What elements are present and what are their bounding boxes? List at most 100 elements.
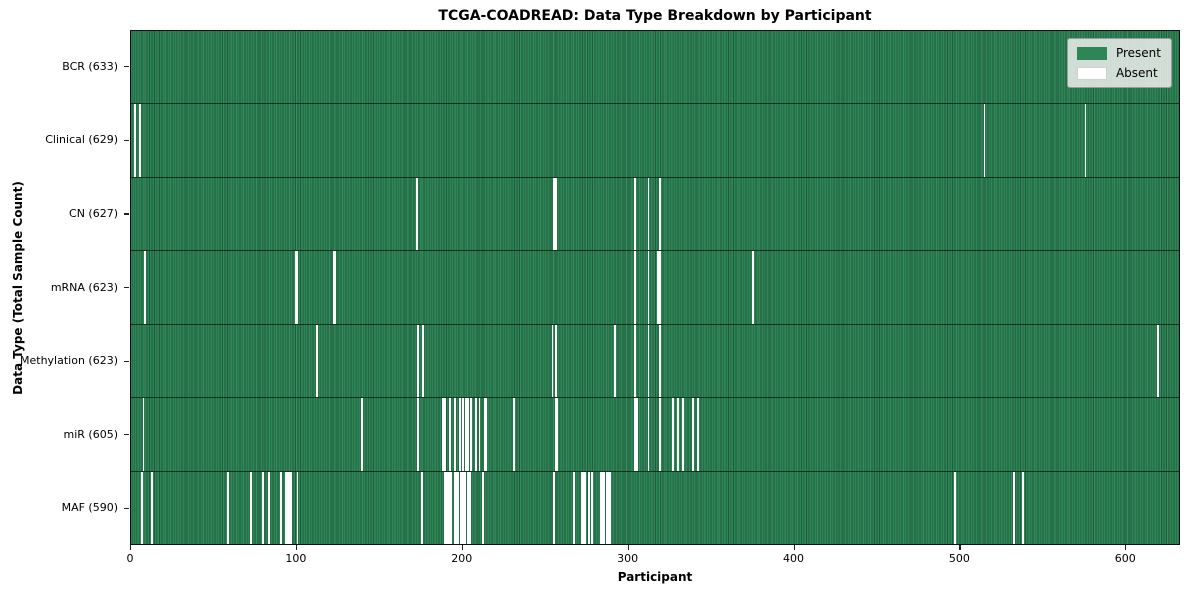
- absent-stripe: [468, 471, 471, 544]
- x-tick-label: 500: [948, 552, 970, 565]
- y-tick-label: Methylation (623): [20, 354, 118, 368]
- absent-stripe: [513, 398, 516, 471]
- heatmap-row-maf: [131, 470, 1179, 544]
- absent-stripe: [289, 471, 292, 544]
- x-tick-mark: [793, 545, 795, 550]
- absent-stripe: [1013, 471, 1016, 544]
- y-tick-label: Clinical (629): [45, 133, 118, 147]
- absent-stripe: [692, 398, 695, 471]
- absent-swatch-icon: [1076, 66, 1107, 80]
- absent-stripe: [457, 471, 459, 544]
- absent-stripe: [134, 104, 137, 177]
- chart-title: TCGA-COADREAD: Data Type Breakdown by Pa…: [438, 8, 872, 24]
- y-tick-mark: [124, 139, 129, 142]
- absent-stripe: [458, 398, 461, 471]
- x-tick-label: 300: [617, 552, 639, 565]
- legend-label-absent: Absent: [1115, 66, 1158, 80]
- absent-stripe: [634, 324, 637, 398]
- absent-stripe: [478, 398, 481, 471]
- absent-stripe: [1157, 324, 1160, 398]
- y-tick-mark: [124, 66, 129, 68]
- x-tick-mark: [1125, 545, 1127, 550]
- absent-stripe: [751, 251, 754, 324]
- y-tick-label: miR (605): [63, 427, 119, 441]
- absent-stripe: [261, 471, 264, 544]
- y-tick-mark: [124, 434, 129, 436]
- heatmap-row-bcr: [131, 31, 1179, 104]
- absent-stripe: [417, 398, 420, 471]
- absent-stripe: [659, 324, 661, 398]
- absent-stripe: [420, 471, 423, 544]
- absent-stripe: [463, 471, 466, 544]
- x-tick-label: 600: [1114, 552, 1136, 565]
- absent-stripe: [422, 324, 425, 398]
- absent-stripe: [1084, 104, 1087, 177]
- x-axis-label: Participant: [617, 570, 693, 584]
- x-tick-mark: [627, 545, 629, 550]
- absent-stripe: [584, 471, 587, 544]
- heatmap-row-mir: [131, 397, 1179, 471]
- x-tick-mark: [461, 545, 463, 550]
- absent-stripe: [286, 471, 289, 544]
- absent-stripe: [614, 324, 617, 398]
- absent-stripe: [453, 398, 456, 471]
- x-tick-mark: [295, 545, 298, 550]
- absent-stripe: [445, 471, 448, 544]
- absent-stripe: [443, 398, 446, 471]
- x-tick-mark: [959, 545, 961, 550]
- present-swatch-icon: [1076, 46, 1107, 60]
- absent-stripe: [573, 471, 575, 544]
- absent-stripe: [551, 324, 554, 398]
- absent-stripe: [635, 398, 638, 471]
- absent-stripe: [599, 471, 602, 544]
- legend-item-absent: Absent: [1076, 66, 1161, 80]
- y-tick-label: BCR (633): [62, 59, 118, 73]
- x-tick-label: 100: [285, 552, 307, 565]
- absent-stripe: [450, 471, 453, 544]
- absent-stripe: [417, 324, 420, 398]
- absent-stripe: [602, 471, 605, 544]
- legend: Present Absent: [1066, 38, 1172, 88]
- absent-stripe: [677, 398, 680, 471]
- absent-stripe: [554, 324, 557, 398]
- absent-stripe: [467, 398, 469, 471]
- absent-stripe: [647, 398, 650, 471]
- absent-stripe: [227, 471, 229, 544]
- x-tick-label: 0: [126, 552, 134, 565]
- absent-stripe: [672, 398, 675, 471]
- absent-stripe: [983, 104, 986, 177]
- absent-stripe: [582, 471, 585, 544]
- absent-stripe: [268, 471, 271, 544]
- absent-stripe: [250, 471, 252, 544]
- absent-stripe: [144, 251, 147, 324]
- absent-stripe: [647, 251, 650, 324]
- x-tick-mark: [130, 545, 132, 550]
- absent-stripe: [467, 471, 469, 544]
- absent-stripe: [606, 471, 608, 544]
- absent-stripe: [442, 398, 445, 471]
- absent-stripe: [634, 251, 637, 324]
- absent-stripe: [465, 398, 468, 471]
- absent-stripe: [587, 471, 590, 544]
- absent-stripe: [659, 398, 661, 471]
- absent-stripe: [294, 251, 297, 324]
- y-tick-label: mRNA (623): [50, 280, 118, 294]
- y-tick-label: MAF (590): [61, 501, 118, 515]
- absent-stripe: [475, 398, 478, 471]
- legend-item-present: Present: [1076, 46, 1161, 60]
- absent-stripe: [485, 398, 488, 471]
- absent-stripe: [581, 471, 584, 544]
- absent-stripe: [462, 398, 464, 471]
- absent-stripe: [647, 324, 650, 398]
- absent-stripe: [280, 471, 282, 544]
- absent-stripe: [415, 177, 418, 251]
- absent-stripe: [607, 471, 610, 544]
- absent-stripe: [554, 398, 557, 471]
- x-tick-label: 400: [783, 552, 804, 565]
- absent-stripe: [139, 104, 142, 177]
- absent-stripe: [334, 251, 337, 324]
- heatmap-row-cn: [131, 176, 1179, 251]
- absent-stripe: [288, 471, 291, 544]
- absent-stripe: [953, 471, 956, 544]
